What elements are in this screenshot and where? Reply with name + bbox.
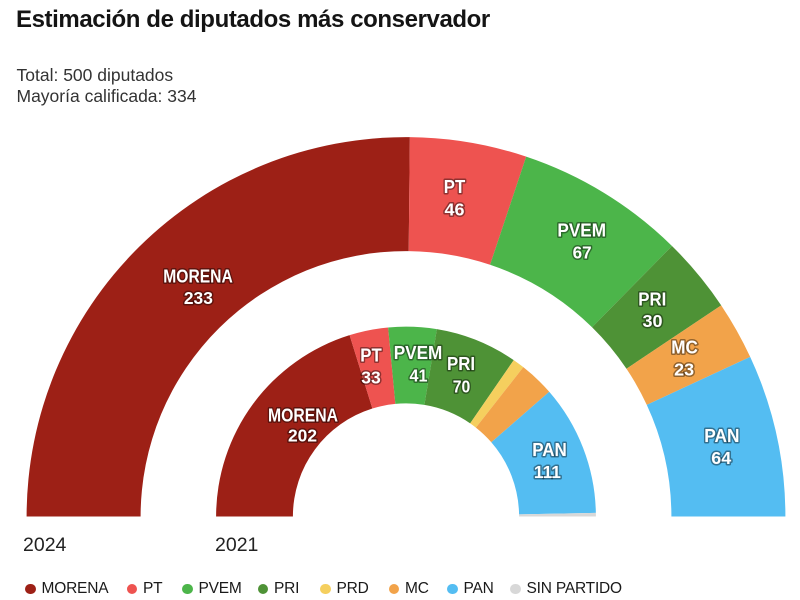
svg-text:23: 23 [674,360,694,380]
svg-text:PT: PT [360,345,381,365]
svg-text:PRI: PRI [447,354,475,374]
svg-text:64: 64 [711,448,731,468]
svg-text:41: 41 [410,365,428,385]
svg-text:46: 46 [445,199,465,219]
svg-text:233: 233 [184,288,213,308]
svg-text:PT: PT [444,177,465,197]
svg-text:70: 70 [453,376,471,396]
svg-text:202: 202 [288,426,317,446]
svg-text:MC: MC [671,337,698,357]
svg-text:PVEM: PVEM [394,343,443,363]
svg-text:PRI: PRI [638,289,666,309]
svg-text:PAN: PAN [532,440,567,460]
svg-text:33: 33 [361,368,381,388]
svg-text:MORENA: MORENA [268,405,338,425]
svg-text:67: 67 [573,243,592,263]
svg-text:30: 30 [643,311,663,331]
svg-text:MORENA: MORENA [163,267,233,287]
svg-text:PAN: PAN [704,426,739,446]
svg-text:111: 111 [534,462,561,482]
svg-text:PVEM: PVEM [557,220,606,240]
